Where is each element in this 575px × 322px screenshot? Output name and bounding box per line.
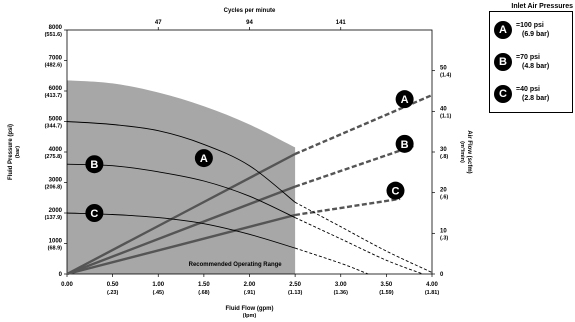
y-left-tick-sublabel: (482.6) <box>45 63 63 69</box>
y-left-tick-label: 3000 <box>49 178 63 184</box>
y-left-tick-label: 5000 <box>49 117 63 123</box>
y-left-tick-sublabel: (344.7) <box>45 124 63 130</box>
y-right-axis-title: Air Flow (scfm) <box>466 130 472 173</box>
x-tick-label: 0.00 <box>61 282 73 288</box>
x-tick-label: 3.00 <box>335 282 347 288</box>
x-tick-sublabel: (.45) <box>153 290 164 296</box>
y-right-tick-label: 0 <box>440 272 444 278</box>
x-axis-subtitle: (lpm) <box>243 313 257 319</box>
y-right-tick-label: 30 <box>440 147 447 153</box>
top-tick-label: 94 <box>246 20 253 26</box>
x-tick-label: 0.50 <box>107 282 119 288</box>
y-left-tick-label: 8000 <box>49 25 63 31</box>
airflow-line-a-dashed <box>294 93 433 156</box>
legend-bar-c: (2.8 bar) <box>522 95 550 102</box>
x-tick-sublabel: (1.59) <box>379 290 394 296</box>
y-right-tick-sublabel: (1.4) <box>440 73 451 79</box>
y-right-tick-sublabel: (1.1) <box>440 113 451 119</box>
legend-bar-b: (4.8 bar) <box>522 63 550 70</box>
y-left-axis-subtitle: (bar) <box>15 146 21 158</box>
y-left-tick-sublabel: (413.7) <box>45 93 63 99</box>
legend: Inlet Air Pressures A =100 psi (6.9 bar)… <box>489 2 573 113</box>
operating-range-label: Recommended Operating Range <box>189 262 283 268</box>
badge-airflow-b <box>395 134 414 153</box>
y-left-tick-sublabel: (551.6) <box>45 32 63 38</box>
y-right-tick-label: 50 <box>440 66 447 72</box>
y-left-tick-label: 1000 <box>49 239 63 245</box>
legend-psi-c: =40 psi <box>516 86 540 93</box>
legend-badge-a: A <box>494 21 512 39</box>
airflow-line-b-dashed <box>294 144 415 188</box>
airflow-line-c <box>66 213 296 276</box>
x-tick-sublabel: (1.81) <box>425 290 440 296</box>
airflow-line-b <box>66 185 296 276</box>
badge-label-airflow-b: B <box>401 139 409 151</box>
top-tick-label: 47 <box>155 20 162 26</box>
pressure-line-a-dashed <box>294 201 433 273</box>
y-right-tick-sublabel: (.3) <box>440 235 448 241</box>
y-left-tick-label: 6000 <box>49 86 63 92</box>
y-left-tick-sublabel: (68.9) <box>48 246 63 252</box>
operating-range-area <box>67 80 296 274</box>
top-tick-label: 141 <box>336 20 347 26</box>
y-left-tick-label: 2000 <box>49 208 63 214</box>
badge-label-airflow-c: C <box>392 186 400 198</box>
pressure-line-a <box>66 121 296 203</box>
y-left-tick-label: 0 <box>59 272 63 278</box>
badge-label-pressure-c: C <box>90 208 98 220</box>
badge-pressure-b <box>85 155 104 174</box>
top-axis-title: Cycles per minute <box>224 8 276 14</box>
legend-psi-b: =70 psi <box>516 54 540 61</box>
pressure-line-b-dashed <box>294 217 424 275</box>
legend-bar-a: (6.9 bar) <box>522 31 550 38</box>
x-tick-label: 4.00 <box>426 282 438 288</box>
y-right-tick-label: 10 <box>440 228 447 234</box>
x-tick-label: 1.50 <box>198 282 210 288</box>
x-tick-sublabel: (1.36) <box>334 290 349 296</box>
badge-pressure-a <box>194 149 213 168</box>
pressure-line-b <box>66 163 296 219</box>
y-left-tick-label: 7000 <box>49 56 63 62</box>
legend-item-b: B =70 psi (4.8 bar) <box>490 46 572 78</box>
badge-airflow-c <box>386 181 405 200</box>
badge-label-airflow-a: A <box>401 94 409 106</box>
airflow-line-c-dashed <box>294 197 401 217</box>
y-left-tick-label: 4000 <box>49 147 63 153</box>
x-tick-label: 3.50 <box>381 282 393 288</box>
x-tick-label: 2.00 <box>244 282 256 288</box>
y-right-tick-sublabel: (.6) <box>440 195 448 201</box>
y-left-axis-title: Fluid Pressure (psi) <box>8 124 14 180</box>
legend-box: A =100 psi (6.9 bar) B =70 psi (4.8 bar)… <box>489 11 573 113</box>
y-right-axis-subtitle: (m³/min) <box>459 141 466 163</box>
x-axis-title: Fluid Flow (gpm) <box>226 306 274 312</box>
y-left-tick-sublabel: (275.8) <box>45 154 63 160</box>
x-tick-sublabel: (1.13) <box>288 290 303 296</box>
pressure-line-c <box>66 212 296 249</box>
legend-item-a: A =100 psi (6.9 bar) <box>490 14 572 46</box>
x-tick-sublabel: (.23) <box>107 290 118 296</box>
badge-airflow-a <box>395 90 414 109</box>
badge-pressure-c <box>85 204 104 222</box>
legend-psi-a: =100 psi <box>516 22 544 29</box>
y-left-tick-sublabel: (137.9) <box>45 215 63 221</box>
x-tick-sublabel: (.68) <box>198 290 209 296</box>
legend-title: Inlet Air Pressures <box>511 3 573 10</box>
badge-label-pressure-a: A <box>200 153 208 165</box>
badge-label-pressure-b: B <box>90 159 98 171</box>
legend-badge-c: C <box>494 85 512 103</box>
y-right-tick-label: 20 <box>440 188 447 194</box>
pressure-line-c-dashed <box>294 247 369 275</box>
x-tick-sublabel: (.91) <box>244 290 255 296</box>
y-right-tick-label: 40 <box>440 106 447 112</box>
x-tick-label: 1.00 <box>152 282 164 288</box>
y-left-tick-sublabel: (206.8) <box>45 185 63 191</box>
x-tick-label: 2.50 <box>289 282 301 288</box>
legend-badge-b: B <box>494 53 512 71</box>
airflow-line-a <box>66 152 296 276</box>
y-right-tick-sublabel: (.8) <box>440 154 448 160</box>
legend-item-c: C =40 psi (2.8 bar) <box>490 78 572 110</box>
